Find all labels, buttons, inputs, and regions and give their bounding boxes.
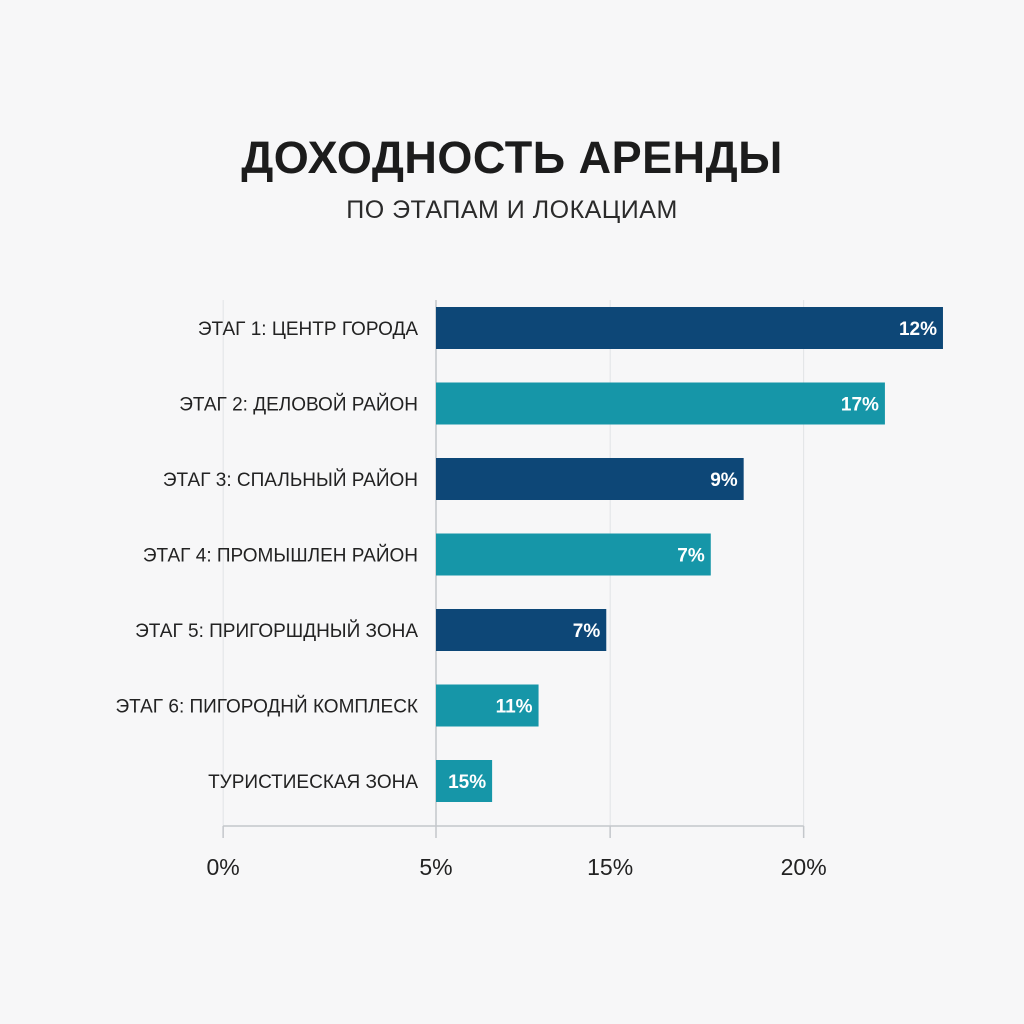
category-label: ЭТАГ 4: ПРОМЫШЛЕН РАЙОН <box>143 545 418 567</box>
data-label: 7% <box>677 546 705 567</box>
chart-subtitle: ПО ЭТАПАМ И ЛОКАЦИАМ <box>346 196 678 224</box>
bar <box>436 307 943 349</box>
category-label: ЭТАГ 1: ЦЕНТР ГОРОДА <box>198 319 418 340</box>
chart-title: ДОХОДНОСТЬ АРЕНДЫ <box>241 132 783 183</box>
x-tick-label: 5% <box>419 854 452 880</box>
category-label: ЭТАГ 2: ДЕЛОВОЙ РАЙОН <box>179 394 418 416</box>
data-label: 11% <box>496 697 533 718</box>
bar <box>436 458 744 500</box>
bar <box>436 609 607 651</box>
data-label: 17% <box>841 395 879 416</box>
bar <box>436 684 539 727</box>
category-label: ЭТАГ 6: ПИГОРОДНЙ КОМПЛЕСК <box>116 696 419 718</box>
data-label: 9% <box>710 470 738 491</box>
category-label: ТУРИСТИЕСКАЯ ЗОНА <box>208 772 418 793</box>
bar <box>436 760 493 802</box>
x-tick-label: 0% <box>207 854 240 880</box>
x-tick-label: 15% <box>587 854 633 880</box>
bar <box>436 533 711 576</box>
category-label: ЭТАГ 3: СПАЛЬНЫЙ РАЙОН <box>163 469 418 491</box>
bar <box>436 382 885 425</box>
data-label: 12% <box>899 319 937 340</box>
category-label: ЭТАГ 5: ПРИГОРШДНЫЙ ЗОНА <box>135 620 418 642</box>
x-tick-label: 20% <box>781 854 827 880</box>
data-label: 7% <box>573 621 601 642</box>
data-label: 15% <box>448 772 486 793</box>
